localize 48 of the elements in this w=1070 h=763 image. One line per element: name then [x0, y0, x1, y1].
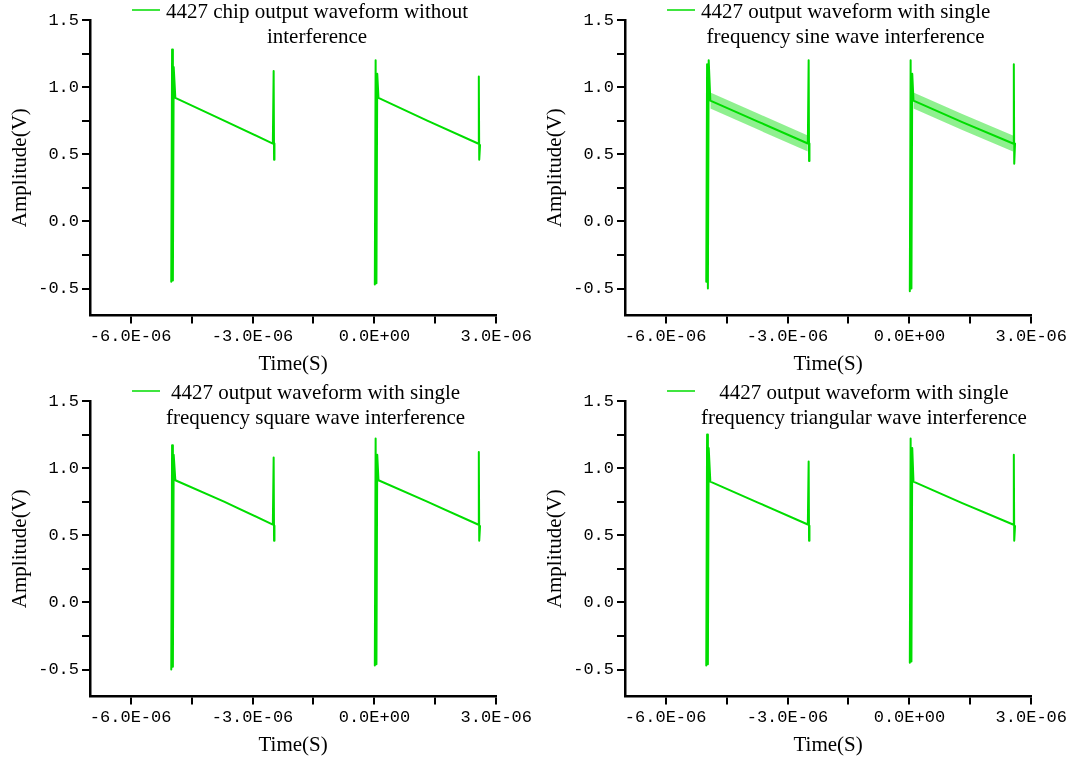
y-tick-label: -0.5 — [573, 660, 615, 680]
y-tick-label: 1.5 — [583, 10, 615, 30]
legend-label: 4427 output waveform with single frequency triangular wave interference — [701, 379, 1027, 429]
y-tick-label: 0.0 — [583, 211, 615, 231]
y-tick-label: 0.0 — [48, 592, 80, 612]
x-tick-label: 0.0E+00 — [873, 327, 946, 347]
x-axis-title: Time(S) — [258, 350, 328, 375]
y-tick-label: -0.5 — [573, 279, 615, 299]
x-tick-label: 0.0E+00 — [338, 327, 411, 347]
y-tick-label: -0.5 — [38, 279, 80, 299]
x-tick-label: 3.0E-06 — [460, 327, 533, 347]
x-axis-title: Time(S) — [258, 731, 328, 756]
x-tick-label: 0.0E+00 — [873, 708, 946, 728]
y-tick-label: 1.5 — [48, 391, 80, 411]
x-tick-label: 0.0E+00 — [338, 708, 411, 728]
y-tick-label: 1.0 — [48, 77, 80, 97]
y-tick-label: 0.5 — [583, 144, 615, 164]
x-axis-title: Time(S) — [793, 731, 863, 756]
y-tick-label: 0.5 — [48, 144, 80, 164]
y-tick-label: 0.0 — [48, 211, 80, 231]
x-tick-label: -3.0E-06 — [746, 708, 829, 728]
y-tick-label: 1.5 — [48, 10, 80, 30]
x-tick-label: -6.0E-06 — [624, 327, 707, 347]
legend-label: 4427 output waveform with single frequency sine wave interference — [701, 0, 991, 48]
x-tick-label: -3.0E-06 — [211, 327, 294, 347]
y-tick-label: 1.0 — [48, 458, 80, 478]
x-tick-label: -6.0E-06 — [89, 327, 172, 347]
y-axis-title: Amplitude(V) — [542, 489, 567, 609]
x-tick-label: -3.0E-06 — [211, 708, 294, 728]
x-tick-label: -6.0E-06 — [624, 708, 707, 728]
y-tick-label: 0.5 — [583, 525, 615, 545]
y-tick-label: 1.0 — [583, 458, 615, 478]
y-axis-title: Amplitude(V) — [7, 489, 32, 609]
y-tick-label: 1.0 — [583, 77, 615, 97]
legend-label: 4427 chip output waveform without interference — [166, 0, 469, 48]
y-axis-title: Amplitude(V) — [7, 108, 32, 228]
y-axis-title: Amplitude(V) — [542, 108, 567, 228]
x-tick-label: -3.0E-06 — [746, 327, 829, 347]
x-tick-label: 3.0E-06 — [995, 708, 1068, 728]
y-tick-label: -0.5 — [38, 660, 80, 680]
legend-label: 4427 output waveform with single frequency square wave interference — [166, 379, 466, 429]
x-tick-label: -6.0E-06 — [89, 708, 172, 728]
x-tick-label: 3.0E-06 — [995, 327, 1068, 347]
y-tick-label: 1.5 — [583, 391, 615, 411]
x-tick-label: 3.0E-06 — [460, 708, 533, 728]
y-tick-label: 0.5 — [48, 525, 80, 545]
y-tick-label: 0.0 — [583, 592, 615, 612]
x-axis-title: Time(S) — [793, 350, 863, 375]
